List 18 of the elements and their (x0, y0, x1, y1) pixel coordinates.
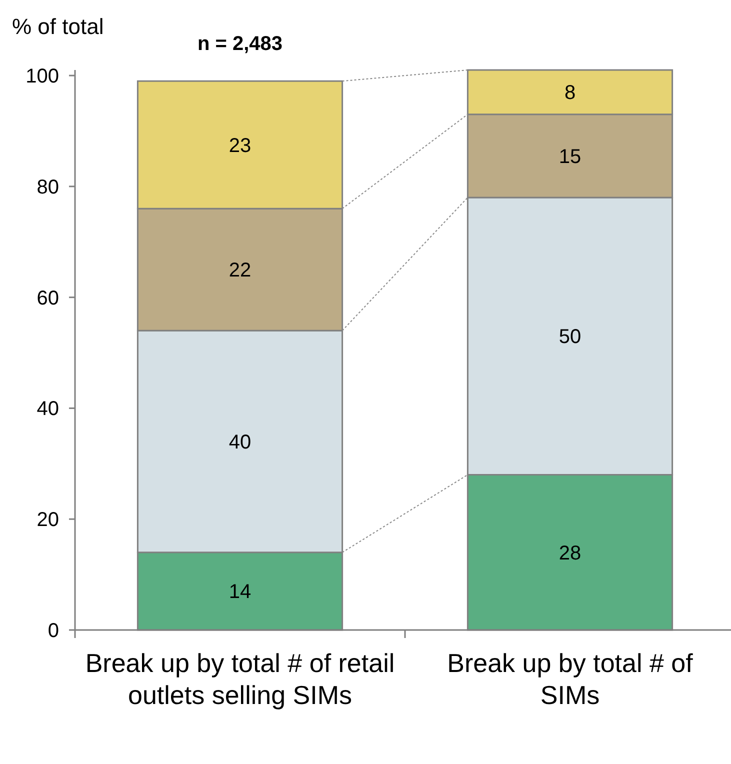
y-axis-title: % of total (12, 14, 104, 39)
y-tick-label: 100 (26, 66, 59, 88)
x-tick-label: Break up by total # of SIMs (447, 648, 694, 710)
data-label: 23 (228, 134, 252, 157)
y-tick-label: 80 (36, 176, 59, 198)
y-tick-label: 20 (36, 509, 59, 532)
y-tick-label: 0 (48, 620, 59, 642)
y-tick-label: 60 (36, 287, 59, 310)
data-label: 22 (228, 260, 252, 282)
x-tick-label: Break up by total # of retail outlets selling SIMs (85, 648, 395, 710)
data-label: 28 (558, 542, 582, 564)
data-label: 40 (228, 431, 252, 454)
data-label: 8 (564, 82, 576, 104)
y-tick-label: 40 (36, 398, 59, 420)
chart-title: n = 2,483 (197, 33, 283, 55)
data-label: 50 (558, 326, 582, 348)
data-label: 15 (558, 146, 582, 168)
data-label: 14 (228, 581, 252, 604)
